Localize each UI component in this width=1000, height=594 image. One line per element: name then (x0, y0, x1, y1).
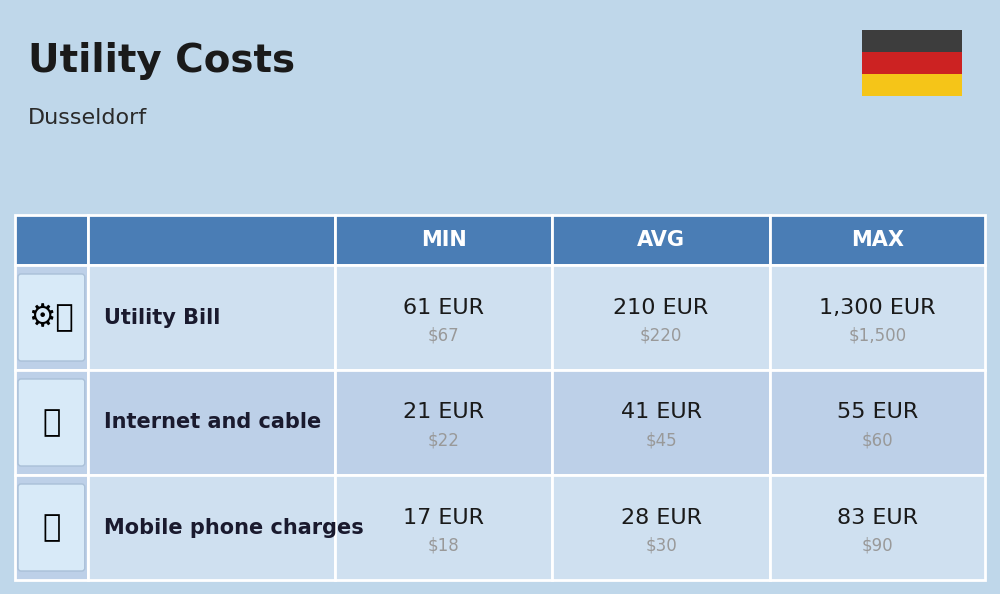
Text: Internet and cable: Internet and cable (104, 412, 321, 432)
Text: AVG: AVG (637, 230, 685, 250)
Bar (88, 475, 335, 580)
Bar (88, 265, 335, 370)
Text: 21 EUR: 21 EUR (403, 403, 484, 422)
Bar (770, 215, 985, 265)
Bar (335, 215, 552, 265)
Text: $18: $18 (428, 536, 460, 555)
Text: Dusseldorf: Dusseldorf (28, 108, 147, 128)
Bar (770, 370, 985, 475)
Bar (862, 30, 962, 52)
Text: ⚙🔌: ⚙🔌 (29, 303, 74, 332)
Bar (770, 475, 985, 580)
Bar (88, 370, 335, 475)
Bar (552, 475, 770, 580)
Text: $45: $45 (645, 431, 677, 450)
Bar (552, 370, 770, 475)
Text: 📶: 📶 (42, 408, 60, 437)
Bar (552, 265, 770, 370)
Bar (88, 215, 335, 265)
Text: Mobile phone charges: Mobile phone charges (104, 517, 364, 538)
Bar (15, 370, 88, 475)
Text: MAX: MAX (851, 230, 904, 250)
Bar (552, 215, 770, 265)
Text: MIN: MIN (421, 230, 467, 250)
Text: $220: $220 (640, 327, 682, 345)
FancyBboxPatch shape (18, 379, 85, 466)
Text: 1,300 EUR: 1,300 EUR (819, 298, 936, 318)
Text: $90: $90 (862, 536, 893, 555)
Text: Utility Costs: Utility Costs (28, 42, 295, 80)
FancyBboxPatch shape (18, 274, 85, 361)
Bar (15, 265, 88, 370)
Text: $1,500: $1,500 (848, 327, 906, 345)
Text: 83 EUR: 83 EUR (837, 507, 918, 527)
Text: 61 EUR: 61 EUR (403, 298, 484, 318)
Text: $30: $30 (645, 536, 677, 555)
FancyBboxPatch shape (18, 484, 85, 571)
Text: $60: $60 (862, 431, 893, 450)
Text: Utility Bill: Utility Bill (104, 308, 220, 327)
Bar (770, 265, 985, 370)
Bar (15, 475, 88, 580)
Bar (335, 265, 552, 370)
Bar (862, 52, 962, 74)
Text: $67: $67 (428, 327, 460, 345)
Text: $22: $22 (428, 431, 460, 450)
Text: 210 EUR: 210 EUR (613, 298, 709, 318)
Bar (335, 370, 552, 475)
Text: 55 EUR: 55 EUR (837, 403, 918, 422)
Text: 17 EUR: 17 EUR (403, 507, 484, 527)
Text: 41 EUR: 41 EUR (621, 403, 702, 422)
Text: 📱: 📱 (42, 513, 60, 542)
Bar (335, 475, 552, 580)
Bar (862, 74, 962, 96)
Bar (15, 215, 88, 265)
Text: 28 EUR: 28 EUR (621, 507, 702, 527)
